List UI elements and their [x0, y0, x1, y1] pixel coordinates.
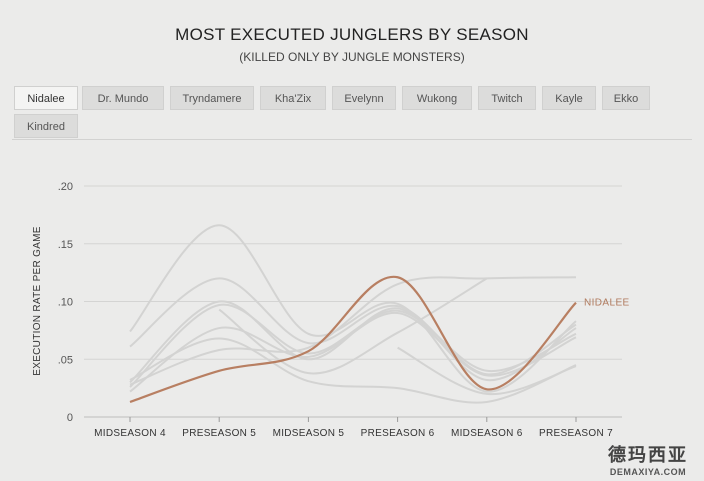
tab-khazix[interactable]: Kha'Zix: [260, 86, 326, 110]
tab-dr-mundo[interactable]: Dr. Mundo: [82, 86, 164, 110]
tabs-divider: [12, 139, 692, 140]
watermark-chinese: 德玛西亚: [608, 445, 688, 465]
chart-subtitle: (KILLED ONLY BY JUNGLE MONSTERS): [239, 50, 465, 64]
tab-evelynn[interactable]: Evelynn: [332, 86, 396, 110]
background-series-line-1: [129, 277, 577, 376]
tab-tryndamere[interactable]: Tryndamere: [170, 86, 254, 110]
y-tick-label: .20: [58, 181, 73, 193]
y-tick-label: .05: [58, 354, 73, 366]
background-series-layer: [129, 224, 577, 404]
y-tick-label: 0: [67, 412, 73, 424]
watermark-url: DEMAXIYA.COM: [609, 467, 687, 477]
background-series-line-3: [129, 303, 577, 388]
chart-title: MOST EXECUTED JUNGLERS BY SEASON: [175, 25, 529, 44]
tab-kayle[interactable]: Kayle: [542, 86, 596, 110]
nidalee-series-label: NIDALEE: [584, 298, 630, 309]
x-tick-label: PRESEASON 7: [539, 428, 613, 439]
background-series-line-0: [129, 224, 577, 393]
nidalee-series-line: [129, 275, 577, 404]
tab-nidalee[interactable]: Nidalee: [14, 86, 78, 110]
background-series-line-6: [129, 337, 577, 404]
axis-layer: 0 .05 .10 .15 .20 MIDSEASON 4 PRESEASON 5 MIDSE…: [58, 181, 622, 439]
x-tick-label: PRESEASON 6: [361, 428, 435, 439]
tab-twitch[interactable]: Twitch: [478, 86, 536, 110]
watermark: 德玛西亚 DEMAXIYA.COM: [602, 441, 694, 477]
x-tick-label: PRESEASON 5: [182, 428, 256, 439]
tab-kindred[interactable]: Kindred: [14, 114, 78, 138]
tab-ekko[interactable]: Ekko: [602, 86, 650, 110]
tab-wukong[interactable]: Wukong: [402, 86, 472, 110]
y-tick-label: .15: [58, 239, 73, 251]
x-tick-label: MIDSEASON 4: [94, 428, 166, 439]
y-axis-label: EXECUTION RATE PER GAME: [32, 226, 43, 376]
x-tick-label: MIDSEASON 6: [451, 428, 523, 439]
background-series-line-4: [129, 312, 577, 393]
background-series-line-5: [129, 276, 577, 386]
background-series-line-8: [397, 346, 577, 395]
background-series-line-7: [218, 277, 488, 375]
y-tick-label: .10: [58, 297, 73, 309]
x-tick-label: MIDSEASON 5: [273, 428, 345, 439]
highlight-series-layer: NIDALEE: [129, 275, 630, 404]
